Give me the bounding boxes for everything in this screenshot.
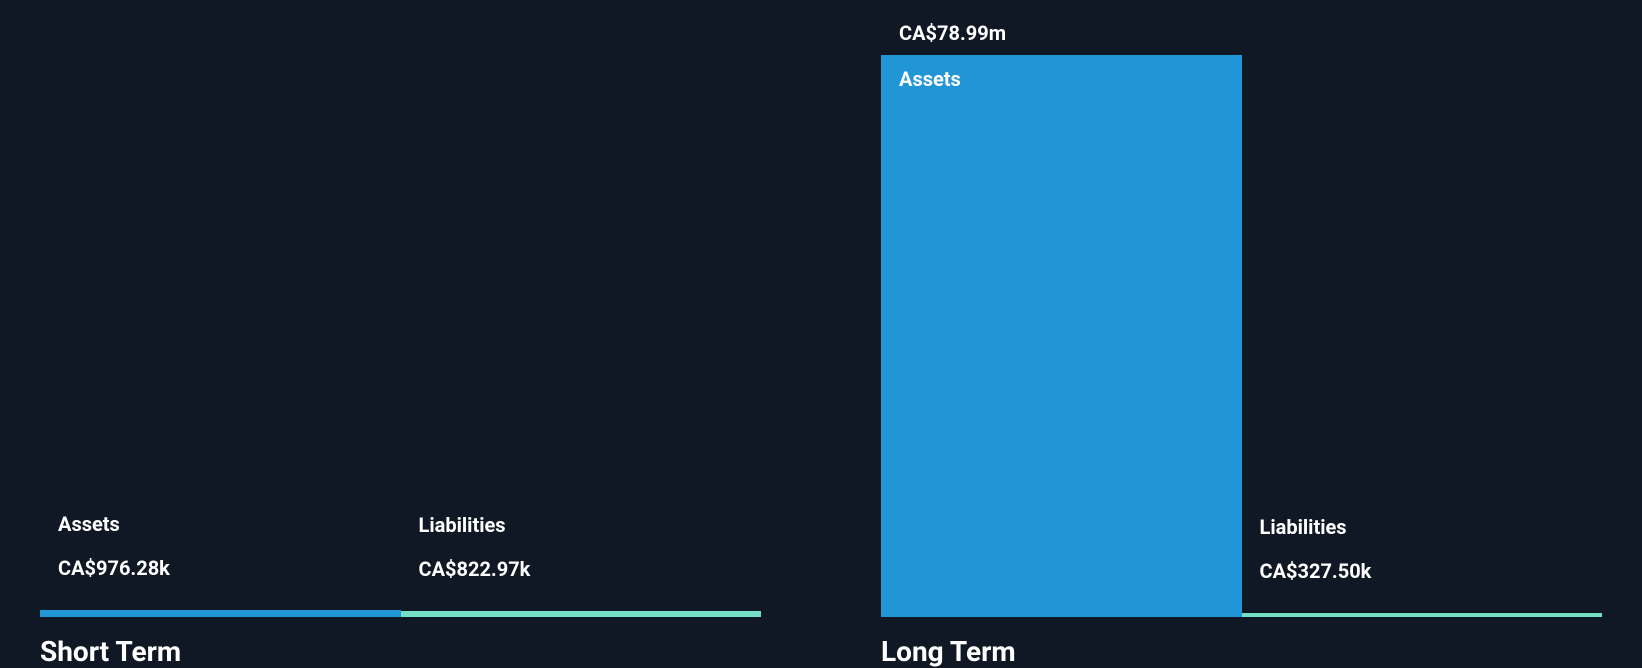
panel-title-long-term: Long Term [841,617,1642,668]
panel-title-short-term: Short Term [0,617,801,668]
plot-area-long-term: Assets CA$78.99m Liabilities CA$327.50k [841,0,1642,617]
panel-short-term: Assets CA$976.28k Liabilities CA$822.97k Sh… [0,0,821,668]
plot-area-short-term: Assets CA$976.28k Liabilities CA$822.97k [0,0,801,617]
panel-long-term: Assets CA$78.99m Liabilities CA$327.50k Lon… [821,0,1642,668]
bar-category-label: Liabilities [1260,515,1347,539]
financial-position-chart: Assets CA$976.28k Liabilities CA$822.97k Sh… [0,0,1642,668]
bar-short-liabilities [401,611,762,617]
bar-value-label: CA$976.28k [58,556,170,580]
bar-value-label: CA$822.97k [419,557,531,581]
bar-category-label: Assets [58,512,120,536]
bar-long-assets: Assets [881,55,1242,617]
bar-value-label: CA$78.99m [899,21,1006,45]
bar-short-assets [40,610,401,617]
bar-long-liabilities [1242,613,1603,617]
bar-category-label: Liabilities [419,513,506,537]
bar-category-label: Assets [899,67,961,91]
bar-value-label: CA$327.50k [1260,559,1372,583]
